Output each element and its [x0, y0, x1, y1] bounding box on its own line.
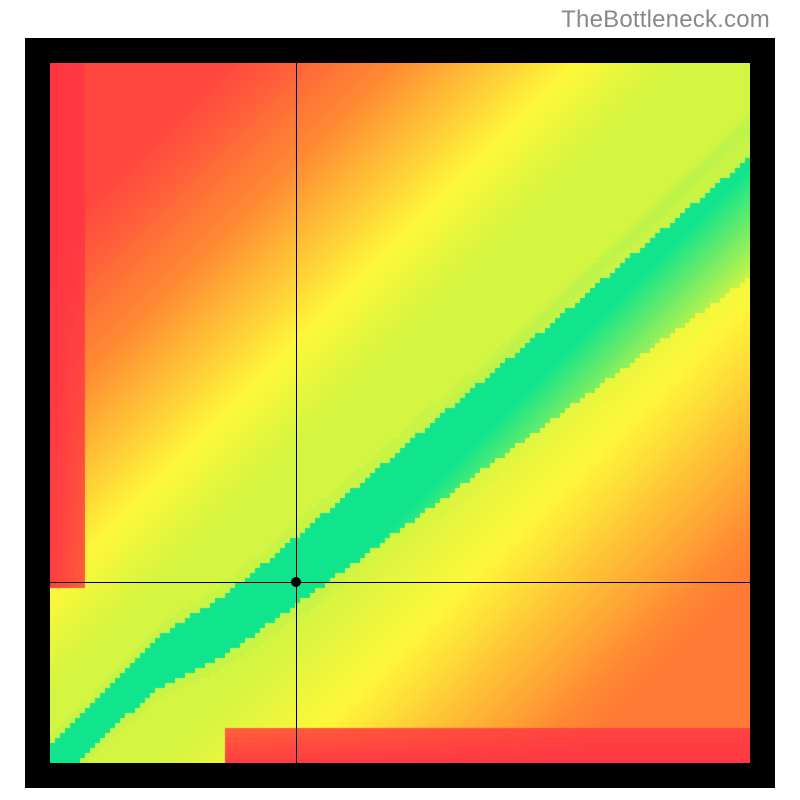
crosshair-vertical: [296, 63, 297, 763]
chart-frame: [25, 38, 775, 788]
watermark-text: TheBottleneck.com: [561, 6, 770, 34]
crosshair-horizontal: [50, 582, 750, 583]
heatmap-canvas: [50, 63, 750, 763]
crosshair-marker: [291, 577, 301, 587]
